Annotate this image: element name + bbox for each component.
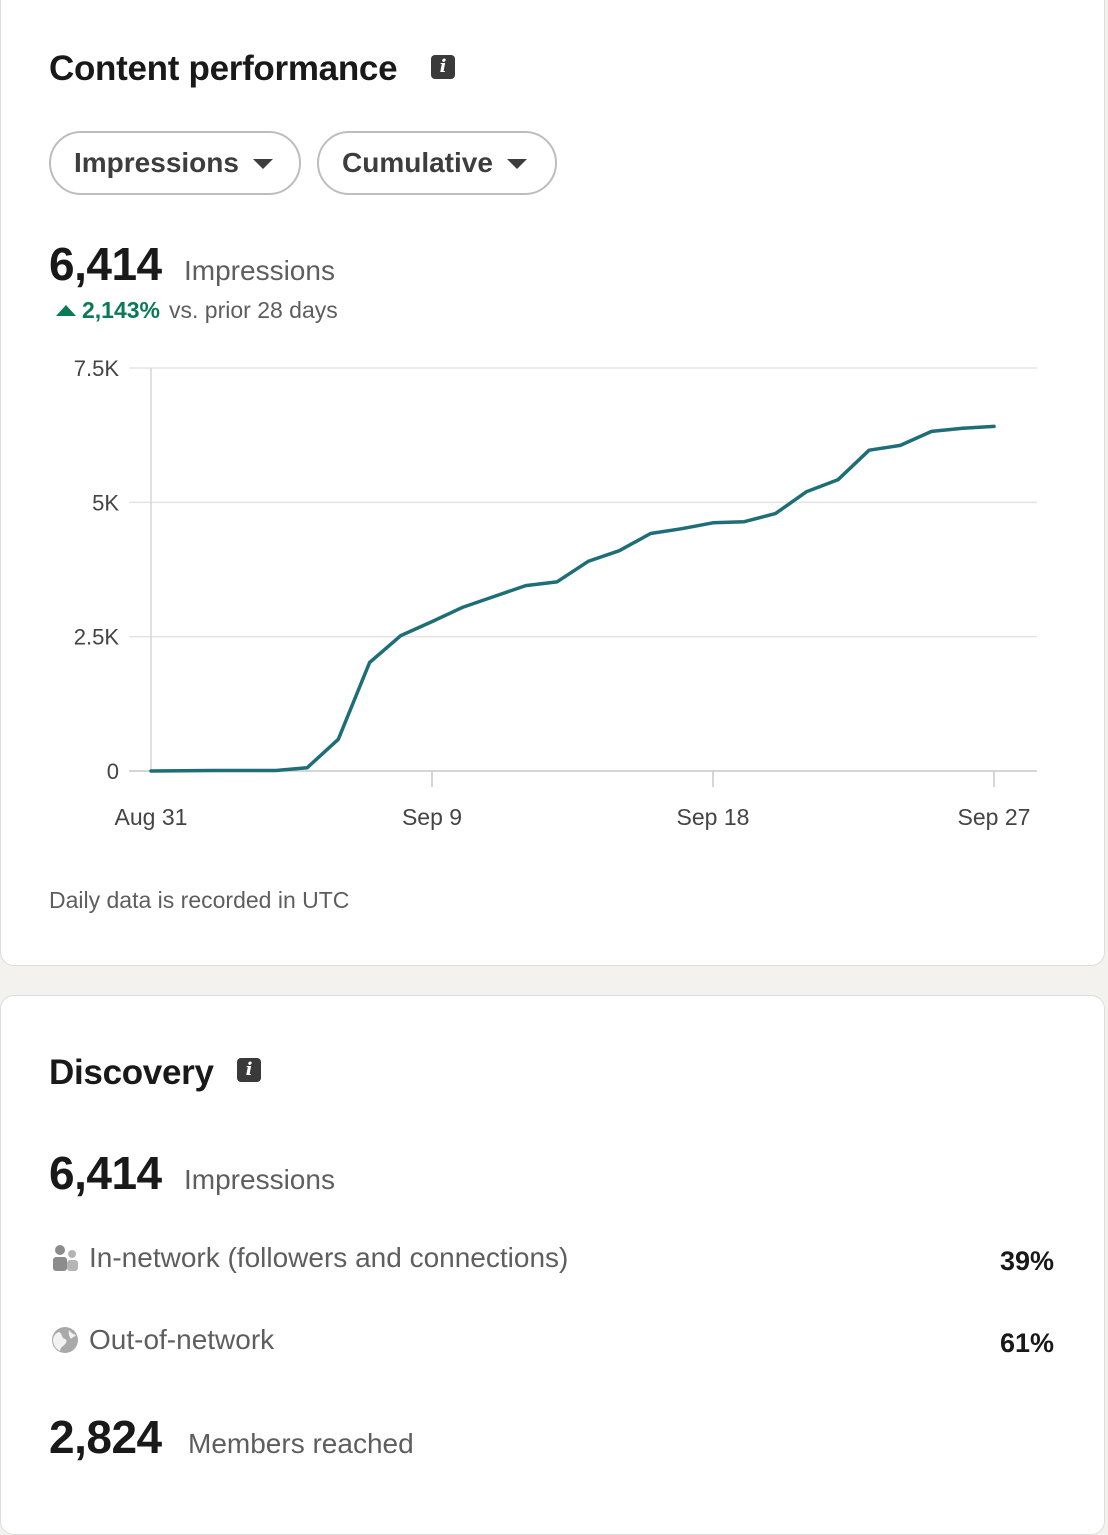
content-performance-card: Content performance i Impressions Cumula… <box>0 0 1105 966</box>
trend-comparison-text: vs. prior 28 days <box>169 297 338 323</box>
impressions-total-label: Impressions <box>184 255 335 286</box>
impressions-series-line <box>149 424 996 773</box>
y-tick-label: 5K <box>92 490 119 515</box>
y-tick-label: 2.5K <box>74 625 120 650</box>
x-tick-label: Aug 31 <box>115 804 188 830</box>
mode-dropdown[interactable]: Cumulative <box>317 131 557 195</box>
in-network-label: In-network (followers and connections) <box>89 1242 569 1273</box>
impressions-total: 6,414 <box>49 238 162 290</box>
discovery-title: Discovery <box>49 1053 214 1092</box>
chevron-down-icon <box>252 159 273 169</box>
mode-dropdown-label: Cumulative <box>342 147 493 178</box>
discovery-impressions-value: 6,414 <box>49 1147 162 1199</box>
trend-up-icon <box>56 305 76 316</box>
out-of-network-label: Out-of-network <box>89 1324 275 1355</box>
x-tick-label: Sep 9 <box>402 804 462 830</box>
y-tick-label: 0 <box>107 759 119 784</box>
people-icon <box>53 1245 78 1271</box>
trend-indicator: 2,143% vs. prior 28 days <box>56 297 338 324</box>
metric-dropdown[interactable]: Impressions <box>49 131 301 195</box>
globe-icon <box>52 1327 78 1353</box>
discovery-impressions-label: Impressions <box>184 1164 335 1195</box>
x-tick-label: Sep 27 <box>958 804 1031 830</box>
in-network-percentage: 39% <box>999 1246 1054 1276</box>
discovery-card: Discovery i 6,414 Impressions In-network… <box>0 995 1105 1535</box>
utc-footnote: Daily data is recorded in UTC <box>49 887 350 913</box>
y-tick-label: 7.5K <box>74 356 120 381</box>
impressions-line-chart: 0 2.5K 5K 7.5K Aug 31 Sep 9 Sep 18 Sep 27 <box>74 356 1037 830</box>
metric-dropdown-label: Impressions <box>74 147 239 178</box>
members-reached-label: Members reached <box>188 1428 414 1459</box>
trend-percentage: 2,143% <box>82 297 161 323</box>
members-reached-value: 2,824 <box>49 1411 162 1463</box>
info-icon[interactable]: i <box>431 55 455 79</box>
out-of-network-percentage: 61% <box>999 1328 1054 1358</box>
chevron-down-icon <box>506 159 527 169</box>
x-tick-label: Sep 18 <box>677 804 750 830</box>
content-performance-title: Content performance <box>49 49 398 88</box>
info-icon[interactable]: i <box>237 1058 261 1082</box>
